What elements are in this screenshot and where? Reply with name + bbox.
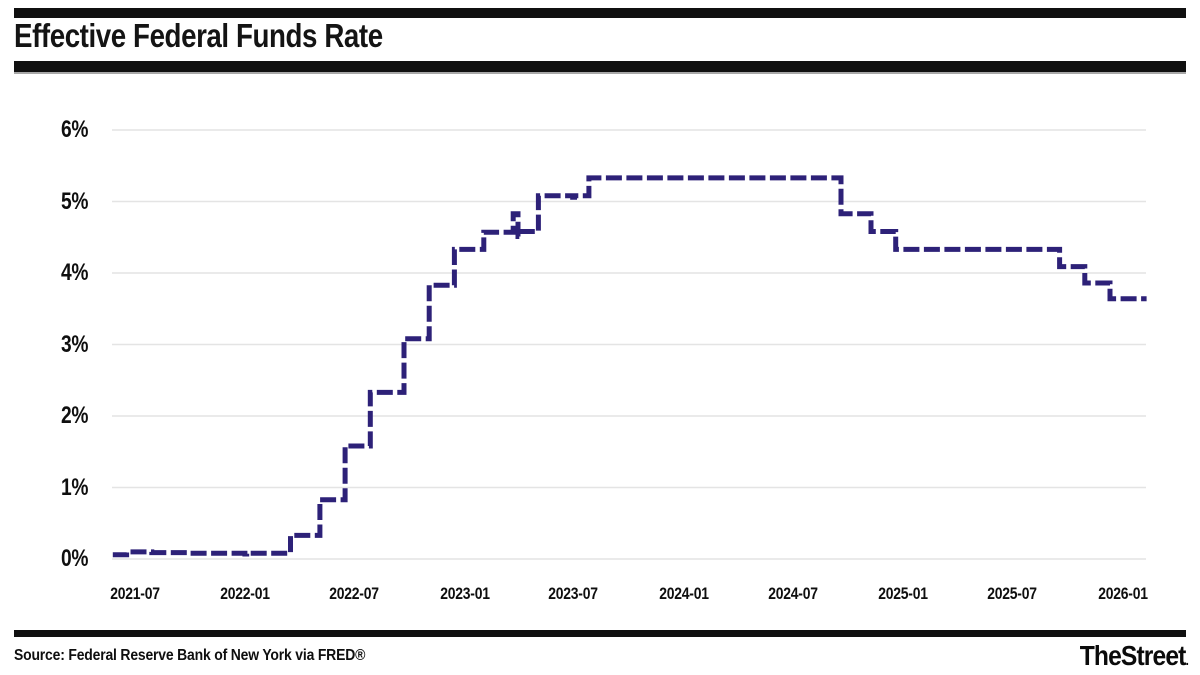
- y-tick-label: 1%: [61, 473, 88, 501]
- x-tick-label: 2024-01: [658, 584, 709, 603]
- x-tick-label: 2023-01: [439, 584, 490, 603]
- title-rule: [14, 61, 1186, 72]
- thestreet-logo: TheStreet.: [1079, 640, 1189, 672]
- y-tick-label: 6%: [61, 116, 88, 143]
- logo-dot: .: [1185, 652, 1188, 668]
- x-tick-label: 2022-01: [220, 584, 271, 603]
- effr-step-line: [112, 175, 1147, 558]
- x-tick-label: 2024-07: [768, 584, 818, 603]
- x-tick-label: 2022-07: [329, 584, 379, 603]
- y-tick-label: 2%: [61, 402, 88, 429]
- page-title: Effective Federal Funds Rate: [14, 17, 383, 54]
- y-tick-label: 0%: [61, 545, 88, 572]
- x-tick-label: 2025-07: [987, 584, 1037, 603]
- title-rule-shadow: [14, 72, 1186, 74]
- source-attribution: Source: Federal Reserve Bank of New York…: [14, 647, 366, 664]
- y-tick-label: 3%: [61, 330, 88, 358]
- x-tick-label: 2025-01: [878, 584, 929, 603]
- y-tick-label: 4%: [61, 259, 88, 286]
- y-tick-label: 5%: [61, 187, 88, 215]
- thestreet-wordmark: TheStreet: [1079, 640, 1187, 671]
- top-rule: [14, 8, 1186, 18]
- x-tick-label: 2026-01: [1097, 584, 1148, 603]
- x-tick-label: 2021-07: [110, 584, 160, 603]
- bottom-rule: [14, 630, 1186, 637]
- x-tick-label: 2023-07: [548, 584, 599, 603]
